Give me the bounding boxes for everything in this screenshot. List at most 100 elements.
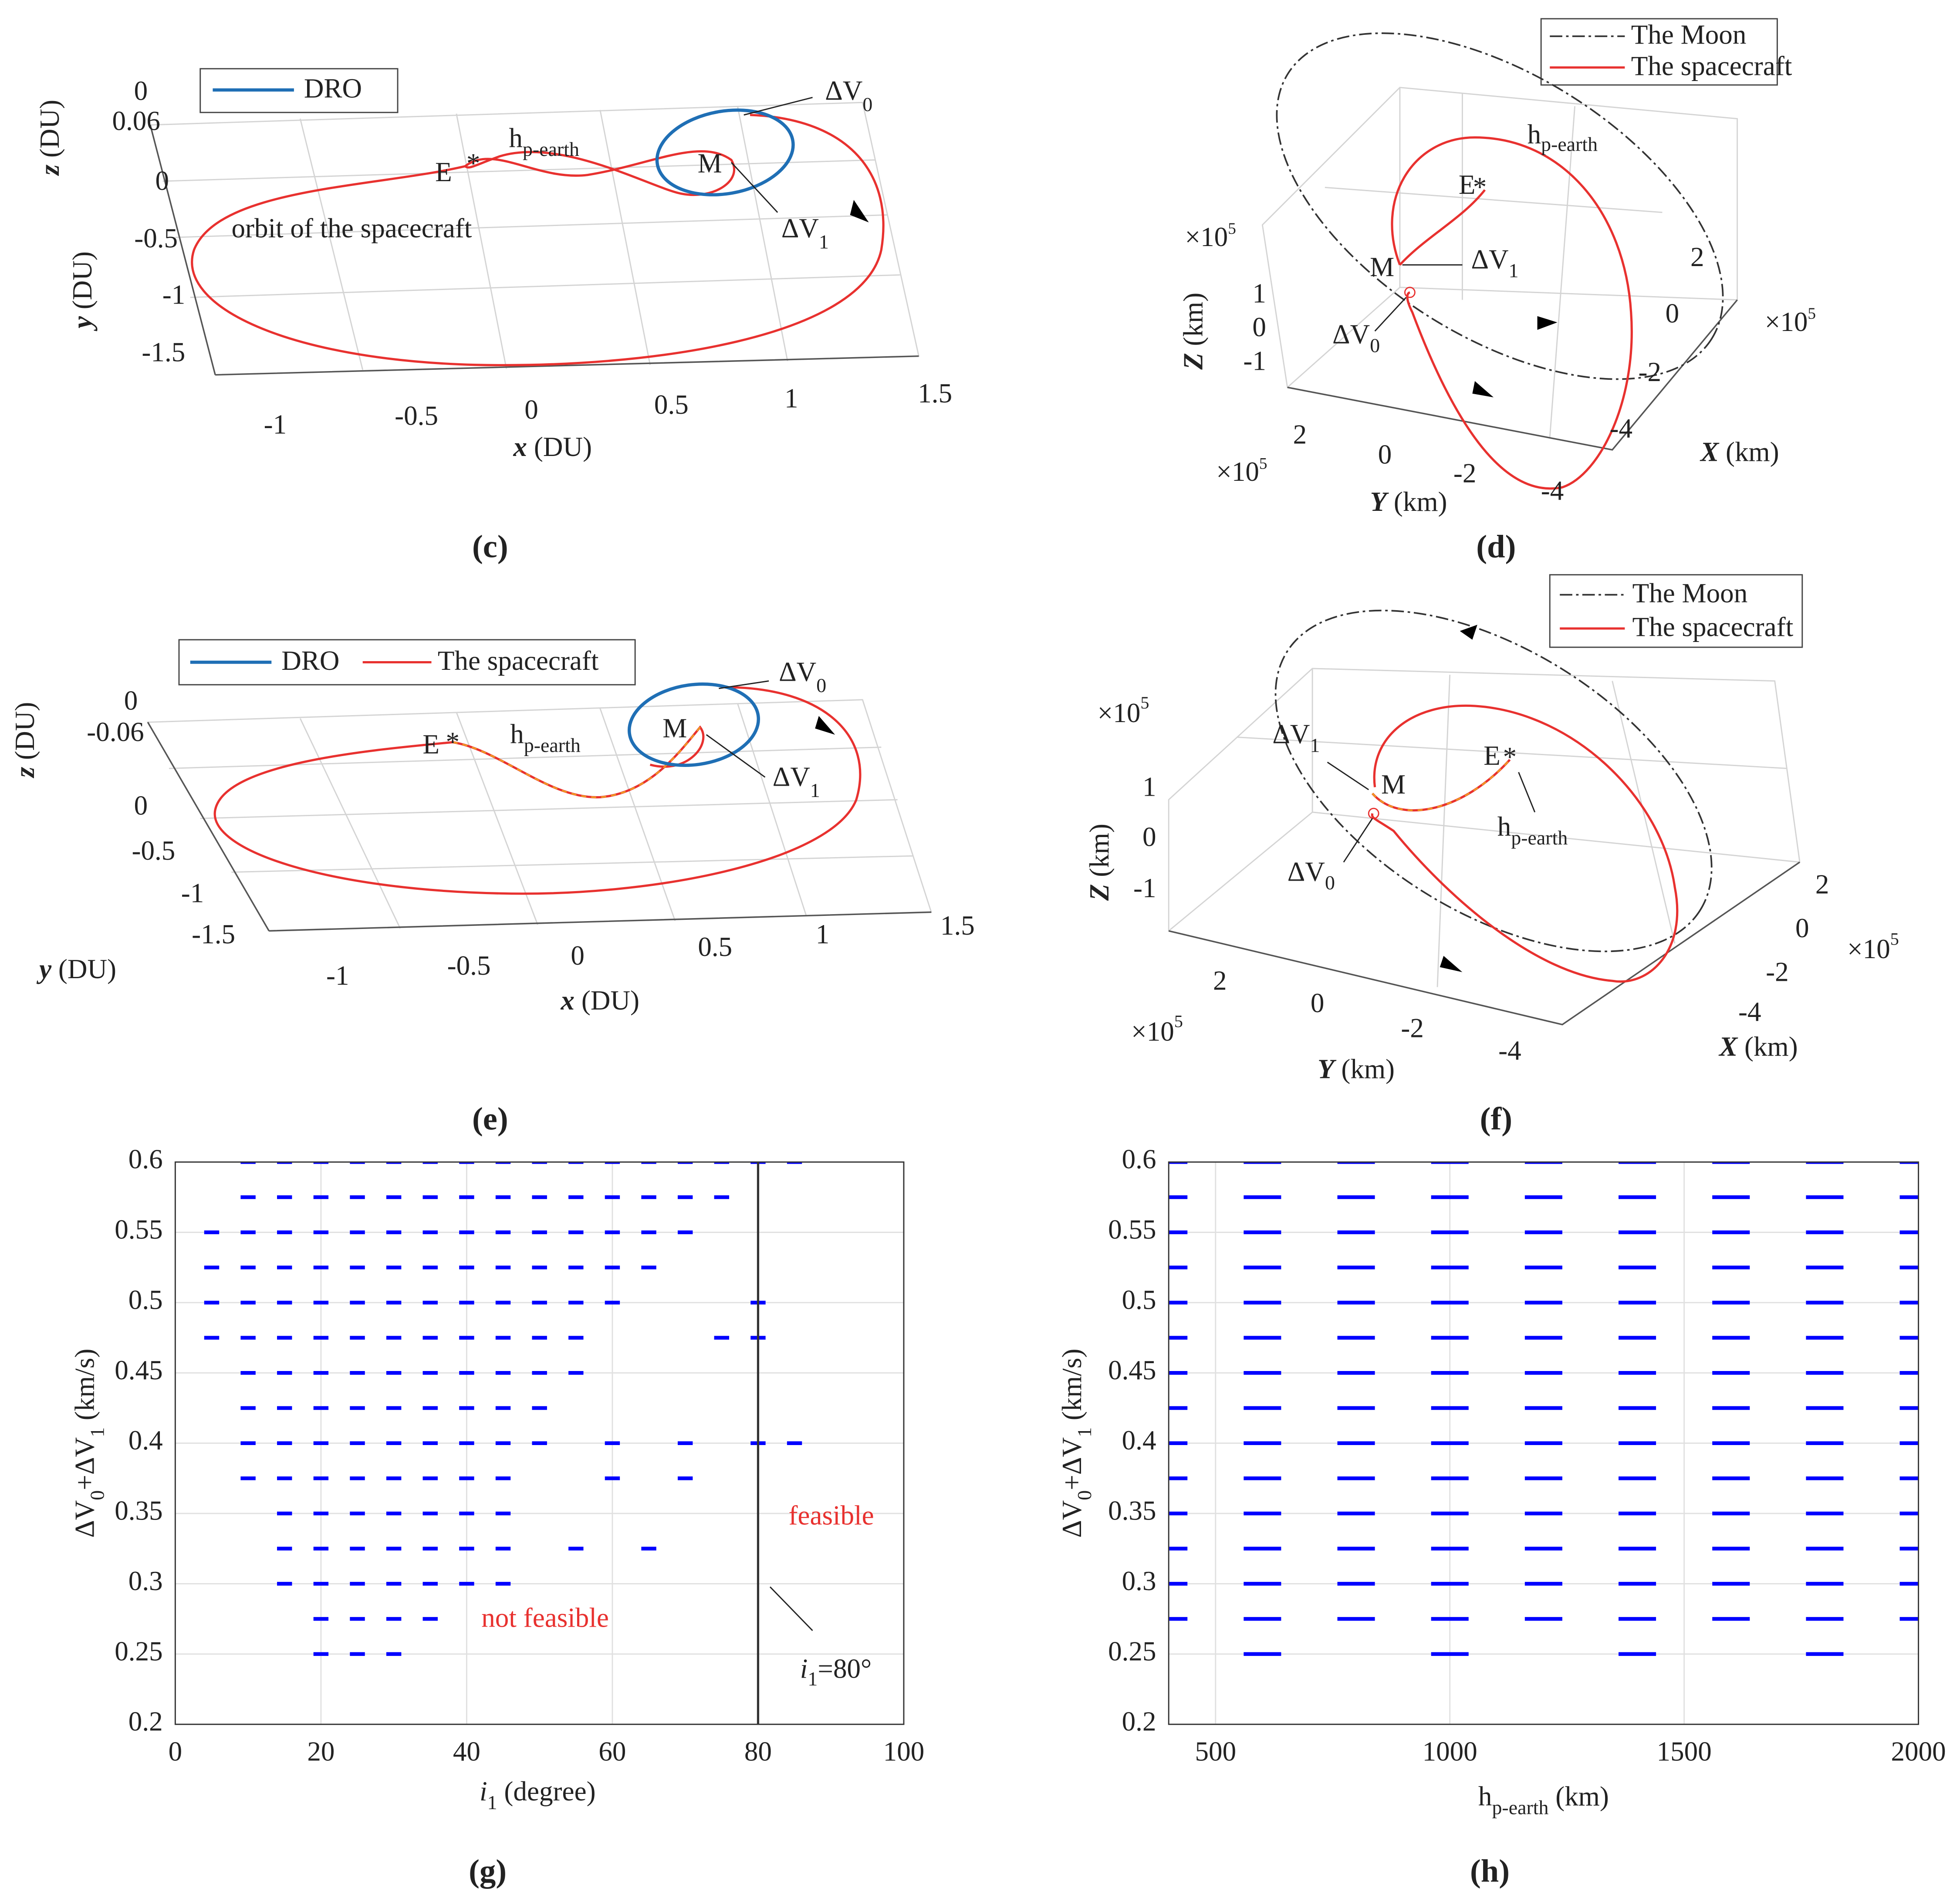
x-axis-label: hp-earth (km) bbox=[1478, 1781, 1609, 1818]
y-tick-label: 0.3 bbox=[128, 1566, 163, 1596]
z-tick-label: -1 bbox=[1133, 873, 1156, 903]
point bbox=[1244, 1511, 1281, 1516]
point bbox=[532, 1441, 547, 1445]
point bbox=[1806, 1371, 1844, 1375]
x-tick-label: 500 bbox=[1195, 1736, 1236, 1767]
point bbox=[1337, 1617, 1375, 1621]
point bbox=[568, 1300, 584, 1305]
leader bbox=[706, 734, 766, 778]
point bbox=[495, 1230, 511, 1234]
point bbox=[532, 1230, 547, 1234]
point bbox=[1806, 1547, 1844, 1551]
y-tick-label: 0.35 bbox=[1108, 1496, 1156, 1526]
point bbox=[568, 1371, 584, 1375]
y-tick-label: -2 bbox=[1401, 1013, 1424, 1043]
x-tick-label: 1000 bbox=[1423, 1736, 1477, 1767]
point bbox=[1619, 1617, 1656, 1621]
point bbox=[641, 1547, 656, 1551]
point bbox=[1431, 1406, 1469, 1410]
y-tick-label: 2 bbox=[1293, 419, 1307, 450]
point bbox=[1431, 1511, 1469, 1516]
point bbox=[495, 1162, 511, 1164]
point bbox=[240, 1162, 256, 1164]
dro-orbit bbox=[655, 108, 795, 196]
point bbox=[1431, 1265, 1469, 1270]
annotation: i1=80° bbox=[800, 1654, 872, 1689]
point bbox=[1244, 1230, 1281, 1234]
point bbox=[605, 1441, 620, 1445]
point bbox=[1899, 1371, 1919, 1375]
point bbox=[1431, 1476, 1469, 1480]
x-tick-label: 0 bbox=[1795, 913, 1809, 943]
point bbox=[495, 1476, 511, 1480]
point bbox=[386, 1162, 402, 1164]
point bbox=[313, 1617, 329, 1621]
annotation: ΔV1 bbox=[1272, 719, 1320, 756]
point bbox=[1524, 1162, 1562, 1164]
point bbox=[1806, 1300, 1844, 1305]
marker bbox=[1404, 287, 1416, 298]
point bbox=[605, 1300, 620, 1305]
annotation: M bbox=[1370, 252, 1394, 282]
legend-label: The spacecraft bbox=[1632, 611, 1794, 642]
point bbox=[350, 1476, 365, 1480]
panel-d: The Moon The spacecraft * hp-earth E M Δ… bbox=[1178, 18, 1816, 564]
point bbox=[568, 1336, 584, 1340]
y-tick-label: 0 bbox=[1378, 439, 1392, 470]
point bbox=[1337, 1511, 1375, 1516]
point bbox=[204, 1265, 220, 1270]
point bbox=[1244, 1371, 1281, 1375]
y-axis-label: y (DU) bbox=[36, 954, 116, 985]
point bbox=[1619, 1162, 1656, 1164]
y-tick-label: 0.55 bbox=[115, 1214, 162, 1245]
point bbox=[1169, 1617, 1188, 1621]
point bbox=[641, 1195, 656, 1199]
point bbox=[1619, 1336, 1656, 1340]
point bbox=[1619, 1300, 1656, 1305]
point bbox=[350, 1582, 365, 1586]
point bbox=[1899, 1195, 1919, 1199]
point bbox=[1169, 1265, 1188, 1270]
point bbox=[459, 1230, 474, 1234]
z-tick-label: 0 bbox=[124, 686, 138, 716]
point bbox=[532, 1406, 547, 1410]
y-tick-label: -1 bbox=[162, 279, 186, 310]
x-axis-label: x (DU) bbox=[561, 985, 640, 1016]
x-tick-label: -0.5 bbox=[395, 401, 438, 431]
legend-label: DRO bbox=[281, 645, 339, 676]
point bbox=[1619, 1511, 1656, 1516]
point bbox=[1806, 1230, 1844, 1234]
x-tick-label: -2 bbox=[1766, 956, 1789, 987]
point bbox=[1899, 1265, 1919, 1270]
point bbox=[459, 1476, 474, 1480]
x-tick-label: 0 bbox=[571, 940, 585, 971]
point bbox=[240, 1230, 256, 1234]
point bbox=[1899, 1230, 1919, 1234]
point bbox=[1524, 1406, 1562, 1410]
axis-scale: ×105 bbox=[1098, 693, 1149, 728]
z-axis-label: Z (km) bbox=[1178, 293, 1209, 370]
point bbox=[1524, 1476, 1562, 1480]
legend-label: DRO bbox=[304, 73, 362, 104]
point bbox=[1169, 1476, 1188, 1480]
panel-label: (e) bbox=[472, 1101, 508, 1137]
panel-label: (h) bbox=[1470, 1854, 1510, 1889]
leader bbox=[719, 680, 769, 689]
point bbox=[1524, 1265, 1562, 1270]
point bbox=[313, 1441, 329, 1445]
point bbox=[1806, 1441, 1844, 1445]
point bbox=[495, 1547, 511, 1551]
point bbox=[1524, 1441, 1562, 1445]
point bbox=[422, 1162, 438, 1164]
point bbox=[787, 1162, 802, 1164]
axis-scale: ×105 bbox=[1216, 455, 1267, 487]
point bbox=[350, 1265, 365, 1270]
y-tick-label: 0.5 bbox=[1122, 1284, 1156, 1315]
point bbox=[386, 1441, 402, 1445]
z-tick-label: 0.06 bbox=[112, 106, 160, 136]
annotation: ΔV0 bbox=[1288, 857, 1335, 894]
z-axis-label: Z (km) bbox=[1085, 824, 1115, 901]
arrow bbox=[1440, 956, 1463, 973]
point bbox=[677, 1476, 693, 1480]
y-tick-label: 0.45 bbox=[115, 1355, 162, 1385]
